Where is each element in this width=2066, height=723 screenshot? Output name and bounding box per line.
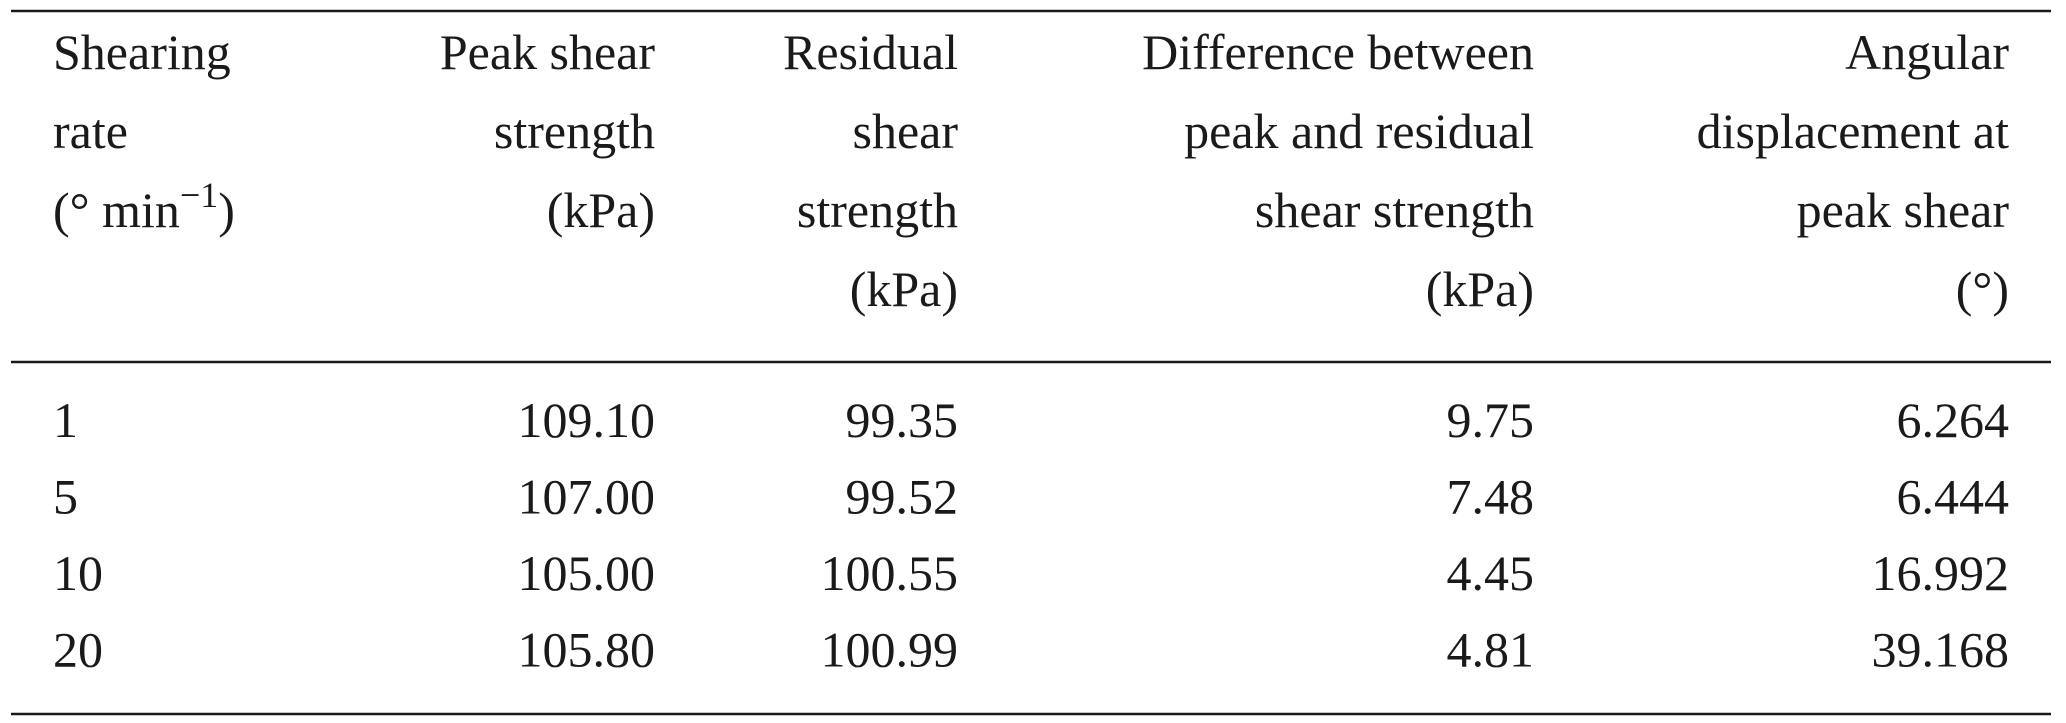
cell: 99.35 bbox=[846, 392, 959, 448]
header-text-part: (° min bbox=[53, 182, 180, 238]
header-superscript: −1 bbox=[180, 175, 218, 215]
header-text: (°) bbox=[1956, 261, 2009, 317]
header-text: strength bbox=[494, 103, 655, 159]
cell: 20 bbox=[53, 622, 103, 678]
cell: 99.52 bbox=[846, 469, 959, 525]
header-text: rate bbox=[53, 103, 128, 159]
cell: 9.75 bbox=[1447, 392, 1535, 448]
header-text: shear bbox=[853, 103, 959, 159]
header-text: peak shear bbox=[1797, 182, 2010, 238]
cell: 109.10 bbox=[518, 392, 656, 448]
cell: 4.81 bbox=[1447, 622, 1535, 678]
cell: 4.45 bbox=[1447, 545, 1535, 601]
header-text: (° min−1) bbox=[53, 175, 235, 238]
header-text: Shearing bbox=[53, 24, 231, 80]
header-text: Residual bbox=[783, 24, 958, 80]
cell: 7.48 bbox=[1447, 469, 1535, 525]
cell: 100.99 bbox=[821, 622, 959, 678]
cell: 5 bbox=[53, 469, 78, 525]
cell: 100.55 bbox=[821, 545, 959, 601]
header-text: shear strength bbox=[1255, 182, 1534, 238]
header-text: (kPa) bbox=[1426, 261, 1534, 317]
header-text: strength bbox=[797, 182, 958, 238]
cell: 6.264 bbox=[1897, 392, 2010, 448]
cell: 1 bbox=[53, 392, 78, 448]
header-text: Difference between bbox=[1142, 24, 1534, 80]
header-text: Peak shear bbox=[440, 24, 656, 80]
cell: 16.992 bbox=[1872, 545, 2010, 601]
cell: 10 bbox=[53, 545, 103, 601]
header-text: displacement at bbox=[1697, 103, 2009, 159]
cell: 39.168 bbox=[1872, 622, 2010, 678]
cell: 107.00 bbox=[518, 469, 656, 525]
header-text: (kPa) bbox=[850, 261, 958, 317]
header-text: Angular bbox=[1845, 24, 2009, 80]
header-text-part: ) bbox=[218, 182, 235, 238]
cell: 6.444 bbox=[1897, 469, 2010, 525]
cell: 105.80 bbox=[518, 622, 656, 678]
header-text: (kPa) bbox=[547, 182, 655, 238]
header-text: peak and residual bbox=[1184, 103, 1534, 159]
cell: 105.00 bbox=[518, 545, 656, 601]
